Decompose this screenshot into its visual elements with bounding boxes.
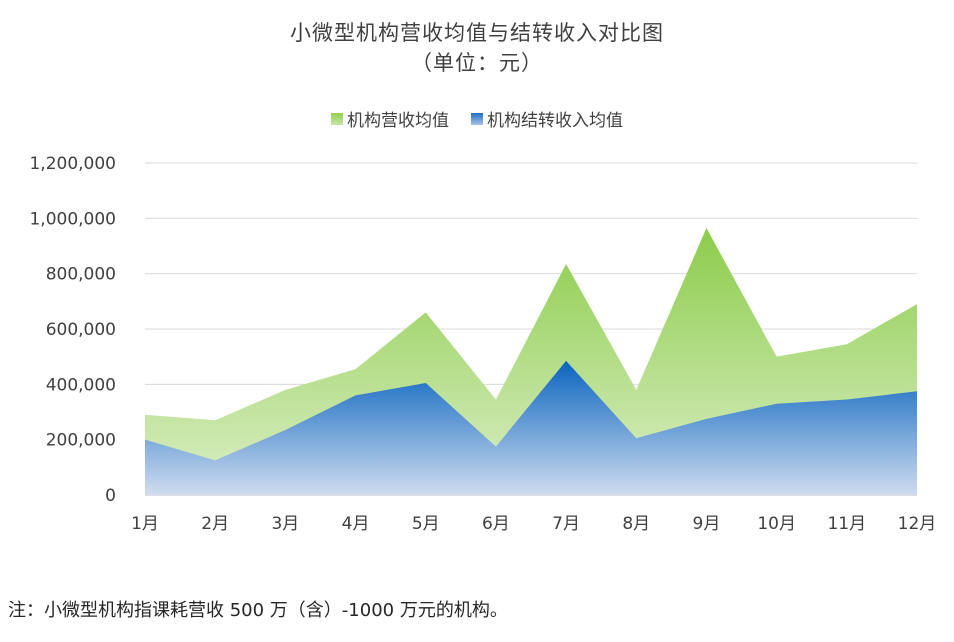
y-tick-label: 1,000,000: [29, 209, 116, 229]
legend-label-carryover: 机构结转收入均值: [487, 111, 623, 131]
chart-subtitle: （单位：元）: [411, 51, 543, 75]
x-tick-label: 2月: [201, 514, 229, 534]
y-tick-label: 400,000: [46, 375, 116, 395]
area-carryover: [145, 360, 917, 495]
plot-areas: [145, 228, 917, 495]
x-tick-label: 1月: [131, 514, 159, 534]
x-tick-label: 12月: [898, 514, 937, 534]
x-tick-label: 7月: [552, 514, 580, 534]
y-tick-label: 800,000: [46, 265, 116, 285]
x-tick-label: 5月: [412, 514, 440, 534]
x-axis-labels: 1月 2月 3月 4月 5月 6月 7月 8月 9月 10月 11月 12月: [131, 514, 936, 534]
x-tick-label: 11月: [827, 514, 866, 534]
x-tick-label: 10月: [757, 514, 796, 534]
y-axis-labels: 0 200,000 400,000 600,000 800,000 1,000,000 1,…: [29, 154, 116, 506]
legend-swatch-carryover: [471, 112, 483, 125]
legend-item-carryover: 机构结转收入均值: [471, 106, 623, 131]
area-chart: 0 200,000 400,000 600,000 800,000 1,000,000 1,…: [29, 154, 936, 534]
y-tick-label: 1,200,000: [29, 154, 116, 174]
x-tick-label: 6月: [482, 514, 510, 534]
y-tick-label: 600,000: [46, 320, 116, 340]
footnote: 注：小微型机构指课耗营收 500 万（含）-1000 万元的机构。: [8, 600, 508, 621]
legend: 机构营收均值 机构结转收入均值: [0, 106, 954, 131]
x-tick-label: 4月: [342, 514, 370, 534]
y-tick-label: 0: [105, 486, 116, 506]
y-tick-label: 200,000: [46, 431, 116, 451]
legend-label-revenue: 机构营收均值: [347, 111, 449, 131]
chart-title: 小微型机构营收均值与结转收入对比图: [290, 21, 664, 45]
x-tick-label: 8月: [622, 514, 650, 534]
x-tick-label: 9月: [693, 514, 721, 534]
legend-item-revenue: 机构营收均值: [331, 106, 449, 131]
legend-swatch-revenue: [331, 112, 343, 125]
x-tick-label: 3月: [271, 514, 299, 534]
